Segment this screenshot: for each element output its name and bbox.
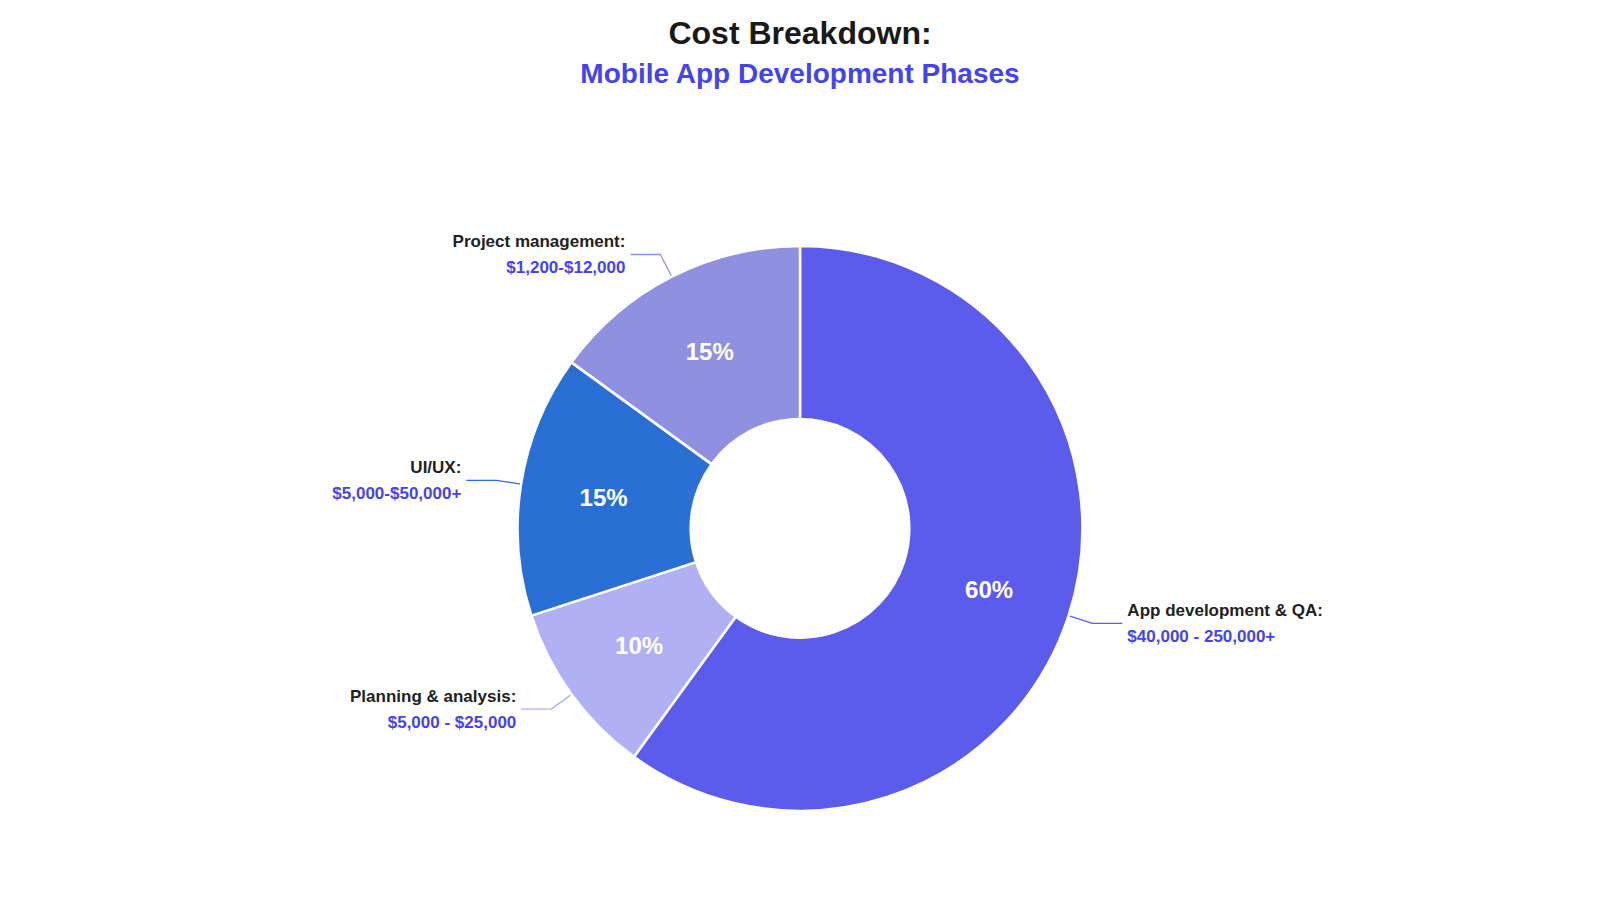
- svg-text:App development & QA:: App development & QA:: [1127, 601, 1323, 620]
- svg-text:Cost Breakdown:: Cost Breakdown:: [668, 15, 931, 51]
- svg-text:15%: 15%: [686, 338, 734, 365]
- svg-text:$40,000 - 250,000+: $40,000 - 250,000+: [1127, 627, 1275, 646]
- svg-text:15%: 15%: [580, 484, 628, 511]
- svg-text:$5,000 - $25,000: $5,000 - $25,000: [388, 713, 517, 732]
- svg-text:60%: 60%: [965, 576, 1013, 603]
- svg-text:10%: 10%: [615, 632, 663, 659]
- svg-text:Planning & analysis:: Planning & analysis:: [350, 687, 516, 706]
- svg-text:UI/UX:: UI/UX:: [410, 458, 461, 477]
- svg-text:Project management:: Project management:: [453, 232, 626, 251]
- svg-text:$1,200-$12,000: $1,200-$12,000: [506, 258, 625, 277]
- svg-text:Mobile App Development Phases: Mobile App Development Phases: [580, 58, 1019, 89]
- svg-text:$5,000-$50,000+: $5,000-$50,000+: [332, 484, 461, 503]
